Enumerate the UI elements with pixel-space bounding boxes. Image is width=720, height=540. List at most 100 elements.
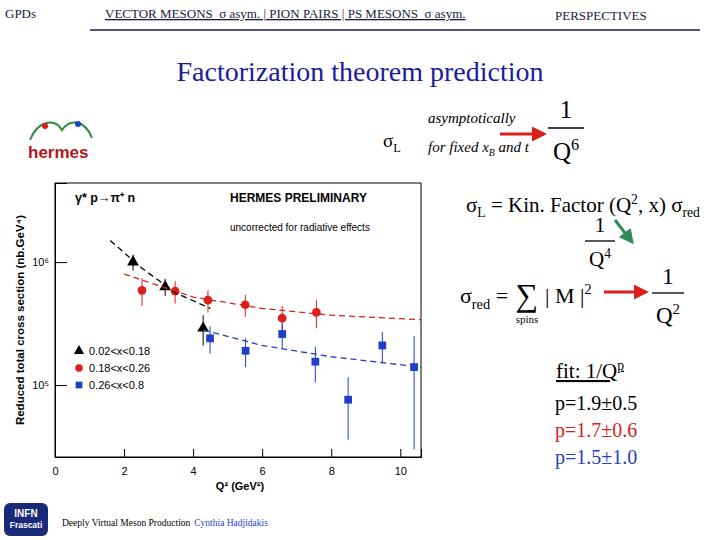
y-tick-label: 10⁵ (32, 379, 49, 391)
hermes-logo: hermes (28, 121, 92, 162)
legend-symbol (76, 382, 83, 389)
series (138, 278, 321, 334)
x-tick: 8 (329, 449, 335, 477)
data-point (197, 321, 209, 331)
text-part: L (477, 205, 485, 220)
x-axis-title: Q² (GeV²) (216, 480, 265, 492)
fit-line (124, 274, 421, 320)
numerator: 1 (595, 213, 606, 237)
data-point (242, 347, 250, 355)
denominator: Q6 (553, 136, 579, 165)
x-axis: 0246810 (52, 449, 421, 477)
y-tick: 10⁶ (32, 256, 67, 268)
footer-talk: Deeply Virtual Meson Production (62, 518, 191, 528)
legend-symbol (75, 364, 83, 372)
header-middle: VECTOR MESONS σ asym. | PION PAIRS | PS … (105, 6, 466, 21)
text-part: , x) σ (638, 193, 683, 217)
x-tick-label: 10 (395, 465, 407, 477)
data-point (410, 363, 418, 371)
text-part: red (472, 296, 490, 312)
x-tick: 4 (191, 449, 197, 477)
legend-symbol (74, 345, 84, 354)
marks (110, 240, 421, 449)
sigma-l: σL (383, 130, 401, 155)
y-axis-line (56, 184, 68, 458)
annotation: HERMES PRELIMINARY (230, 191, 367, 205)
x-tick: 10 (395, 449, 407, 477)
series (124, 274, 421, 320)
series (203, 330, 421, 367)
for-fixed: for fixed xB and t (428, 139, 530, 158)
fraction: 1 Q2 (652, 264, 684, 328)
legend: 0.02<x<0.18 0.18<x<0.26 0.26<x<0.8 (74, 345, 150, 391)
logo-text: hermes (28, 143, 88, 162)
text-part: σ (466, 193, 477, 217)
numerator: 1 (560, 96, 573, 123)
header-rule (90, 29, 700, 31)
legend-entry: 0.26<x<0.8 (76, 379, 144, 391)
text-part: p (617, 358, 624, 373)
x-tick-label: 6 (260, 465, 266, 477)
formula-red-left: σred = (460, 283, 508, 312)
fit-result: p=1.7±0.6 (555, 419, 637, 442)
text-part: red (682, 205, 700, 220)
annotation: uncorrected for radiative effects (230, 222, 370, 233)
legend-label: 0.18<x<0.26 (89, 362, 150, 374)
text-part: Q (656, 303, 673, 328)
annotation: γ* p→π⁺ n (75, 191, 135, 205)
fit-line (203, 330, 421, 367)
text-part: and t (495, 139, 530, 155)
legend-entry: 0.18<x<0.26 (75, 362, 150, 374)
x-tick-mark (124, 449, 125, 457)
x-tick-mark (400, 449, 401, 457)
footer-author: Cynthia Hadjidakis (194, 518, 268, 528)
title: Factorization theorem prediction (177, 56, 544, 87)
institute-text: INFN (14, 508, 37, 519)
fraction-bar (548, 127, 584, 128)
text-part: for fixed x (428, 139, 489, 155)
slide: GPDs VECTOR MESONS σ asym. | PION PAIRS |… (0, 0, 720, 540)
asymptotically: asymptotically (428, 110, 516, 126)
formula-kin: σL = Kin. Factor (Q2, x) σred (466, 192, 700, 221)
denominator: Q4 (589, 246, 611, 271)
text-part: | M | (545, 283, 584, 308)
chart: 024681010⁵10⁶Q² (GeV²)Reduced total cros… (14, 183, 422, 492)
text-part: L (393, 141, 401, 155)
data-point (344, 396, 352, 404)
y-tick-mark (55, 262, 67, 263)
numerator: 1 (662, 264, 674, 289)
error-bar (414, 336, 415, 449)
arrow-red (604, 291, 646, 294)
data-point (378, 342, 386, 350)
text-part: 2 (673, 301, 680, 317)
fraction: 1 Q4 (585, 213, 615, 271)
legend-label: 0.26<x<0.8 (89, 379, 144, 391)
data-point (278, 330, 286, 338)
error-bar (348, 377, 349, 439)
series (127, 255, 209, 346)
data-point (206, 334, 214, 342)
sum-sign: ∑ (516, 277, 539, 313)
arrow-green (615, 220, 632, 242)
plot-frame (55, 183, 421, 457)
fraction-bar (585, 240, 615, 241)
x-tick-mark (193, 449, 194, 457)
text-part: = (490, 283, 508, 308)
institute-logo: INFNFrascati (4, 503, 48, 536)
text-part: Q (553, 138, 571, 165)
footer: Deeply Virtual Meson ProductionCynthia H… (62, 518, 268, 528)
y-axis-title: Reduced total cross section (nb.GeV⁴) (14, 215, 26, 425)
x-axis-line (56, 449, 422, 458)
y-tick-label: 10⁶ (32, 256, 49, 268)
fit-result: p=1.9±0.5 (555, 392, 637, 415)
legend-entry: 0.02<x<0.18 (74, 345, 150, 357)
fit-result: p=1.5±1.0 (555, 446, 637, 469)
series (206, 323, 418, 449)
data-point (312, 308, 321, 317)
fit-label: fit: 1/Qp (556, 358, 624, 383)
text-part: σ (460, 283, 472, 308)
y-tick: 10⁵ (32, 379, 67, 391)
text-part: Q (589, 247, 604, 271)
x-tick-label: 4 (191, 465, 197, 477)
header-left: GPDs (5, 6, 36, 21)
